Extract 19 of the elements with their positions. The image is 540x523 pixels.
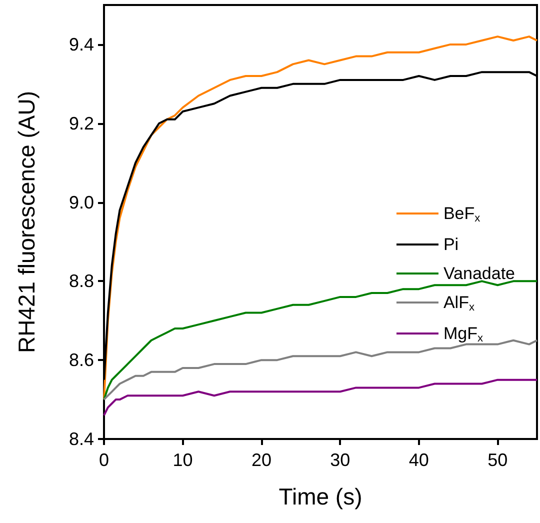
y-tick-label: 8.4 (68, 429, 94, 449)
x-tick-label: 40 (408, 450, 429, 470)
legend-label: Pi (443, 235, 459, 254)
line-series (103, 378, 538, 416)
line-series (103, 36, 538, 401)
y-tick-label: 9.2 (68, 113, 94, 134)
x-axis-title: Time (s) (278, 484, 362, 510)
x-tick-label: 10 (172, 450, 193, 470)
line-series (103, 280, 538, 401)
y-tick-label: 9.4 (68, 34, 94, 54)
y-tick-label: 8.6 (68, 350, 94, 370)
y-axis-title: RH421 fluorescence (AU) (14, 90, 40, 354)
y-tick-label: 8.8 (68, 271, 94, 292)
x-tick-label: 50 (488, 450, 508, 470)
x-tick-label: 0 (98, 450, 110, 470)
y-tick-label: 9.0 (68, 192, 94, 212)
x-tick-label: 30 (330, 450, 350, 470)
legend-label: Vanadate (443, 264, 516, 283)
x-tick-label: 20 (251, 450, 272, 470)
